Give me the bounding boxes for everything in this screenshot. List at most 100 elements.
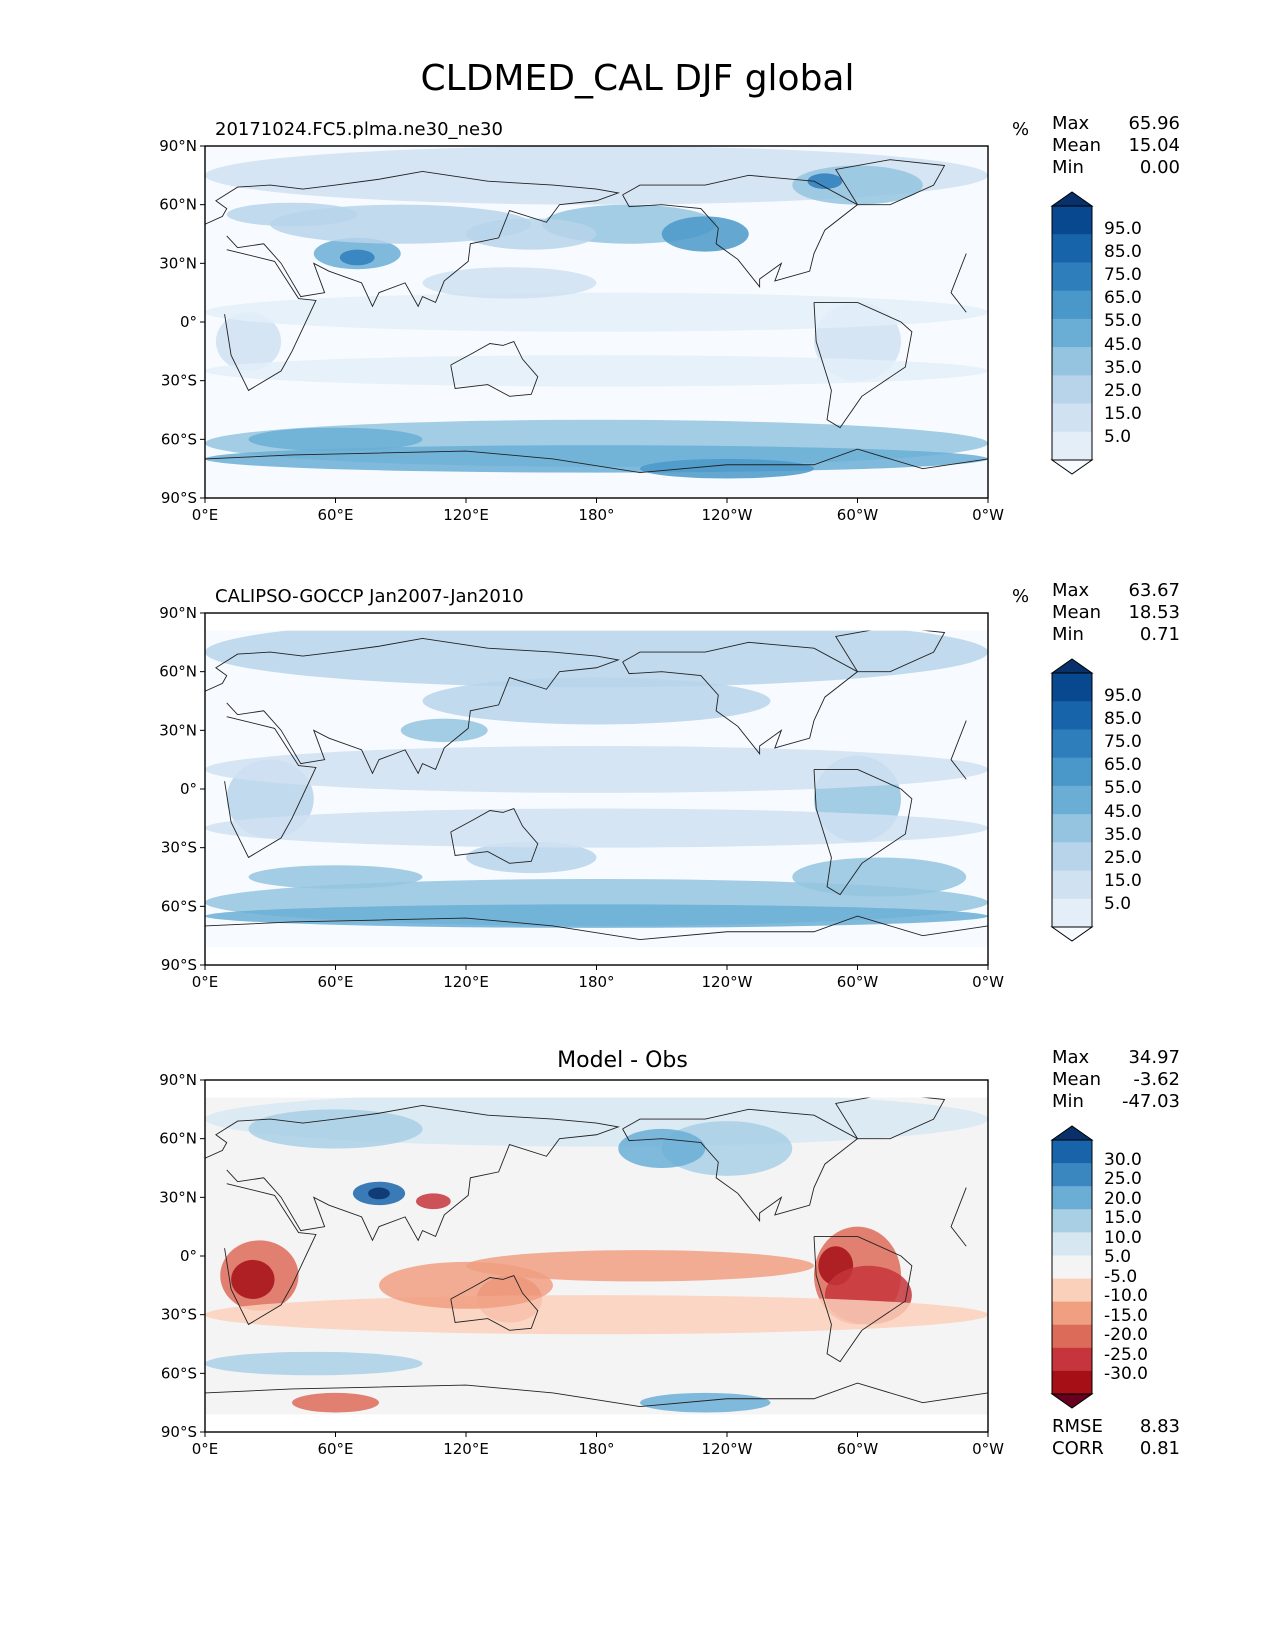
colorbar-extend-top [1050, 1125, 1094, 1141]
colorbar-band [1052, 1209, 1092, 1233]
stats-block: Max 34.97 Mean -3.62 Min -47.03 [1052, 1047, 1180, 1113]
colorbar-band [1052, 318, 1092, 348]
lat-tick-label: 30°S [161, 839, 197, 857]
stat-max-label: Max [1052, 1047, 1090, 1068]
lat-tick-label: 60°S [161, 897, 197, 915]
colorbar-band [1052, 673, 1092, 702]
panel-difference: Model - Obs Max 34.97 Mean -3.62 Min -47.03… [0, 1047, 1275, 1494]
colorbar-tick-label: 45.0 [1104, 334, 1142, 355]
colorbar-band [1052, 1140, 1092, 1164]
field-contour [400, 718, 488, 743]
colorbar-extend-bottom [1050, 1393, 1094, 1409]
coastline [835, 630, 946, 673]
field-contour [661, 216, 749, 252]
coastline [813, 1235, 913, 1363]
stat-mean-value: 18.53 [1128, 602, 1180, 623]
lon-tick-label: 60°E [317, 1440, 353, 1458]
map-plot: 90°N 60°N 30°N 0° 30°S 60°S 90°S0°E 60°E 120°E 18… [159, 1071, 1004, 1458]
colorbar-tick-label: 85.0 [1104, 242, 1142, 263]
stats-block: Max 65.96 Mean 15.04 Min 0.00 [1052, 113, 1180, 179]
units-label: % [1012, 586, 1030, 607]
colorbar-tick-label: 75.0 [1104, 265, 1142, 286]
coastline [224, 716, 967, 859]
field-contour [215, 312, 282, 371]
panel-label: Model - Obs [557, 1048, 688, 1073]
rmse-label: RMSE [1052, 1416, 1103, 1437]
colorbar-band [1052, 403, 1092, 433]
stat-mean-label: Mean [1052, 135, 1102, 156]
field-contour [466, 218, 597, 250]
lon-tick-label: 120°W [702, 506, 753, 524]
lat-tick-label: 60°N [159, 196, 197, 214]
colorbar-tick-label: 85.0 [1104, 709, 1142, 730]
colorbar-band [1052, 1301, 1092, 1326]
field-contour [205, 292, 988, 332]
stat-max-value: 65.96 [1128, 113, 1180, 134]
colorbar-tick-label: 65.0 [1104, 288, 1142, 309]
map-plot: 90°N 60°N 30°N 0° 30°S 60°S 90°S0°E 60°E 120°E 18… [159, 137, 1004, 524]
field-contour [339, 249, 375, 266]
colorbar-band [1052, 701, 1092, 730]
stat-min-label: Min [1052, 1091, 1084, 1112]
lon-tick-label: 180° [578, 973, 614, 991]
panel-model: 20171024.FC5.plma.ne30_ne30 % Max 65.96 M… [0, 113, 1275, 560]
lat-tick-label: 0° [180, 780, 197, 798]
field-contour [422, 677, 771, 725]
units-label: % [1012, 119, 1030, 140]
lat-tick-label: 90°N [159, 137, 197, 155]
colorbar-tick-label: 20.0 [1104, 1188, 1142, 1209]
field-contour [205, 630, 988, 688]
lon-tick-label: 120°W [702, 973, 753, 991]
field-contour [640, 1392, 771, 1413]
colorbar-band [1052, 347, 1092, 376]
colorbar-tick-label: 25.0 [1104, 380, 1142, 401]
colorbar-extend-bottom [1050, 926, 1094, 942]
coastlines [205, 159, 988, 474]
lon-tick-label: 0°W [972, 506, 1004, 524]
lat-tick-label: 60°N [159, 663, 197, 681]
coastline [813, 301, 913, 429]
colorbar-band [1052, 757, 1092, 787]
stat-mean-value: -3.62 [1133, 1069, 1180, 1090]
colorbar-band [1052, 1255, 1092, 1280]
lon-tick-label: 120°E [443, 973, 489, 991]
stat-min-label: Min [1052, 157, 1084, 178]
lon-tick-label: 120°E [443, 506, 489, 524]
colorbar-tick-label: 65.0 [1104, 755, 1142, 776]
field-contour [618, 1128, 706, 1168]
rmse-value: 8.83 [1139, 1416, 1180, 1437]
stat-max-value: 63.67 [1128, 580, 1180, 601]
stat-min-label: Min [1052, 624, 1084, 645]
lat-tick-label: 60°N [159, 1130, 197, 1148]
lon-tick-label: 0°E [192, 973, 219, 991]
colorbar-band [1052, 1324, 1092, 1349]
lat-tick-label: 90°S [161, 1423, 197, 1441]
colorbar-band [1052, 842, 1092, 872]
field-contour [205, 904, 988, 928]
lon-tick-label: 0°E [192, 1440, 219, 1458]
lon-tick-label: 0°E [192, 506, 219, 524]
lon-tick-label: 0°W [972, 973, 1004, 991]
colorbar-tick-label: 35.0 [1104, 357, 1142, 378]
field-contour [248, 427, 423, 452]
colorbar-tick-label: -25.0 [1104, 1344, 1148, 1365]
field-contour [205, 1295, 988, 1335]
coastline [622, 1108, 859, 1223]
colorbar-tick-label: 45.0 [1104, 801, 1142, 822]
stat-max-label: Max [1052, 580, 1090, 601]
coastline [205, 915, 988, 941]
colorbar-frame [1051, 205, 1093, 461]
coastline [450, 340, 539, 397]
field-contour [292, 1392, 379, 1413]
stat-mean-label: Mean [1052, 1069, 1102, 1090]
lat-tick-label: 90°S [161, 956, 197, 974]
colorbar-tick-label: -10.0 [1104, 1286, 1148, 1307]
lon-tick-label: 180° [578, 1440, 614, 1458]
colorbar-band [1052, 814, 1092, 843]
colorbar-tick-label: 55.0 [1104, 778, 1142, 799]
coastline [622, 174, 859, 289]
lon-tick-label: 120°W [702, 1440, 753, 1458]
lon-tick-label: 60°W [837, 1440, 879, 1458]
panel-label: CALIPSO-GOCCP Jan2007-Jan2010 [215, 586, 524, 607]
colorbar-tick-label: -15.0 [1104, 1305, 1148, 1326]
